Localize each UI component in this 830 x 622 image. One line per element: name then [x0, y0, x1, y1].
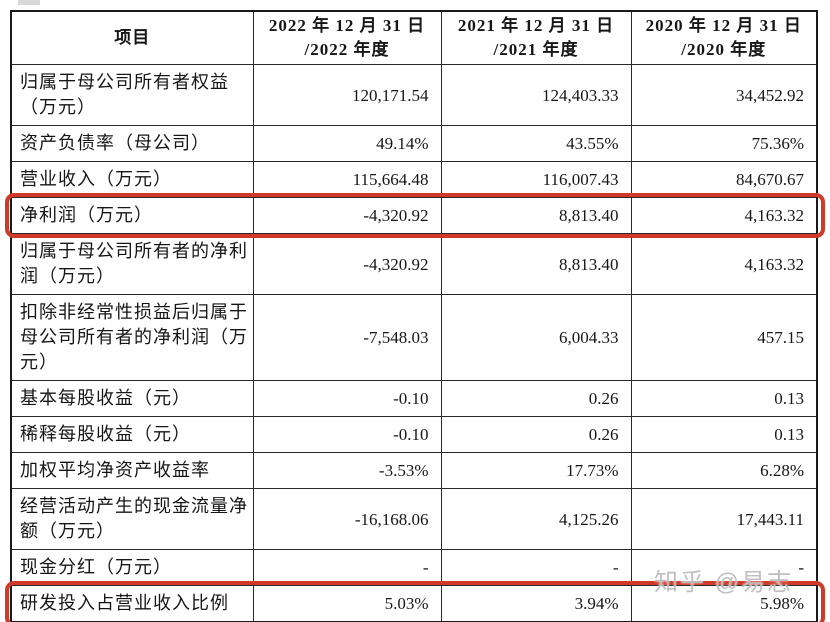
row-value: 115,664.48: [252, 161, 442, 198]
row-value: -: [630, 549, 818, 586]
col-header-item: 项目: [10, 10, 254, 65]
row-label: 资产负债率（母公司）: [10, 125, 254, 162]
row-value: -3.53%: [252, 452, 442, 489]
screenshot-artifact: [18, 0, 40, 5]
col-header-2021-line1: 2021 年 12 月 31 日: [457, 16, 615, 35]
table-row: 基本每股收益（元） -0.10 0.26 0.13: [10, 380, 818, 417]
financial-table: 项目 2022 年 12 月 31 日 /2022 年度 2021 年 12 月…: [5, 10, 825, 622]
table-header: 项目 2022 年 12 月 31 日 /2022 年度 2021 年 12 月…: [10, 10, 818, 65]
table-row: 经营活动产生的现金流量净额（万元） -16,168.06 4,125.26 17,44…: [10, 488, 818, 550]
row-value: 5.03%: [252, 585, 442, 622]
row-label: 稀释每股收益（元）: [10, 416, 254, 453]
row-value: 8,813.40: [440, 197, 632, 234]
row-label: 研发投入占营业收入比例: [10, 585, 254, 622]
row-label: 现金分红（万元）: [10, 549, 254, 586]
header-row: 项目 2022 年 12 月 31 日 /2022 年度 2021 年 12 月…: [10, 10, 818, 65]
row-value: 4,163.32: [630, 233, 818, 295]
row-value: 34,452.92: [630, 64, 818, 126]
row-label: 归属于母公司所有者权益（万元）: [10, 64, 254, 126]
row-value: 116,007.43: [440, 161, 632, 198]
zhihu-watermark: 知乎 @易志: [654, 569, 794, 596]
table-row: 归属于母公司所有者的净利润（万元） -4,320.92 8,813.40 4,163.…: [10, 233, 818, 295]
row-value: 4,163.32: [630, 197, 818, 234]
key-financials-table: 项目 2022 年 12 月 31 日 /2022 年度 2021 年 12 月…: [10, 10, 818, 622]
row-value: -: [252, 549, 442, 586]
row-value: -7,548.03: [252, 294, 442, 381]
table-row: 归属于母公司所有者权益（万元） 120,171.54 124,403.33 34,45…: [10, 64, 818, 126]
col-header-2021-line2: /2021 年度: [493, 40, 579, 59]
table-row: 现金分红（万元） - - -: [10, 549, 818, 586]
col-header-item-label: 项目: [114, 28, 151, 47]
table-row: 稀释每股收益（元） -0.10 0.26 0.13: [10, 416, 818, 453]
row-label: 经营活动产生的现金流量净额（万元）: [10, 488, 254, 550]
row-label: 扣除非经常性损益后归属于母公司所有者的净利润（万元）: [10, 294, 254, 381]
row-label: 净利润（万元）: [10, 197, 254, 234]
table-row: 营业收入（万元） 115,664.48 116,007.43 84,670.67: [10, 161, 818, 198]
row-label: 加权平均净资产收益率: [10, 452, 254, 489]
col-header-2020: 2020 年 12 月 31 日 /2020 年度: [630, 10, 818, 65]
table-row: 加权平均净资产收益率 -3.53% 17.73% 6.28%: [10, 452, 818, 489]
row-value: 84,670.67: [630, 161, 818, 198]
row-value: 0.26: [440, 380, 632, 417]
row-value: 124,403.33: [440, 64, 632, 126]
table-body: 归属于母公司所有者权益（万元） 120,171.54 124,403.33 34,45…: [10, 64, 818, 622]
row-value: -: [440, 549, 632, 586]
table-row: 资产负债率（母公司） 49.14% 43.55% 75.36%: [10, 125, 818, 162]
row-value: -4,320.92: [252, 233, 442, 295]
col-header-2020-line1: 2020 年 12 月 31 日: [645, 16, 802, 35]
row-label: 营业收入（万元）: [10, 161, 254, 198]
row-label: 归属于母公司所有者的净利润（万元）: [10, 233, 254, 295]
row-value: 8,813.40: [440, 233, 632, 295]
row-value: 0.13: [630, 380, 818, 417]
row-value: 17.73%: [440, 452, 632, 489]
row-value: 457.15: [630, 294, 818, 381]
row-value: 120,171.54: [252, 64, 442, 126]
row-value: 6.28%: [630, 452, 818, 489]
col-header-2021: 2021 年 12 月 31 日 /2021 年度: [440, 10, 632, 65]
row-value: 75.36%: [630, 125, 818, 162]
row-value: 0.13: [630, 416, 818, 453]
row-value: -0.10: [252, 416, 442, 453]
row-value: 4,125.26: [440, 488, 632, 550]
row-value: -16,168.06: [252, 488, 442, 550]
row-value: 0.26: [440, 416, 632, 453]
row-value: -0.10: [252, 380, 442, 417]
row-label: 基本每股收益（元）: [10, 380, 254, 417]
col-header-2022-line2: /2022 年度: [304, 40, 390, 59]
col-header-2020-line2: /2020 年度: [681, 40, 767, 59]
row-value: 6,004.33: [440, 294, 632, 381]
row-value: 49.14%: [252, 125, 442, 162]
col-header-2022-line1: 2022 年 12 月 31 日: [268, 16, 426, 35]
col-header-2022: 2022 年 12 月 31 日 /2022 年度: [252, 10, 442, 65]
table-row: 净利润（万元） -4,320.92 8,813.40 4,163.32: [10, 197, 818, 234]
row-value: -4,320.92: [252, 197, 442, 234]
table-row: 扣除非经常性损益后归属于母公司所有者的净利润（万元） -7,548.03 6,004…: [10, 294, 818, 381]
row-value: 43.55%: [440, 125, 632, 162]
row-value: 3.94%: [440, 585, 632, 622]
row-value: 17,443.11: [630, 488, 818, 550]
